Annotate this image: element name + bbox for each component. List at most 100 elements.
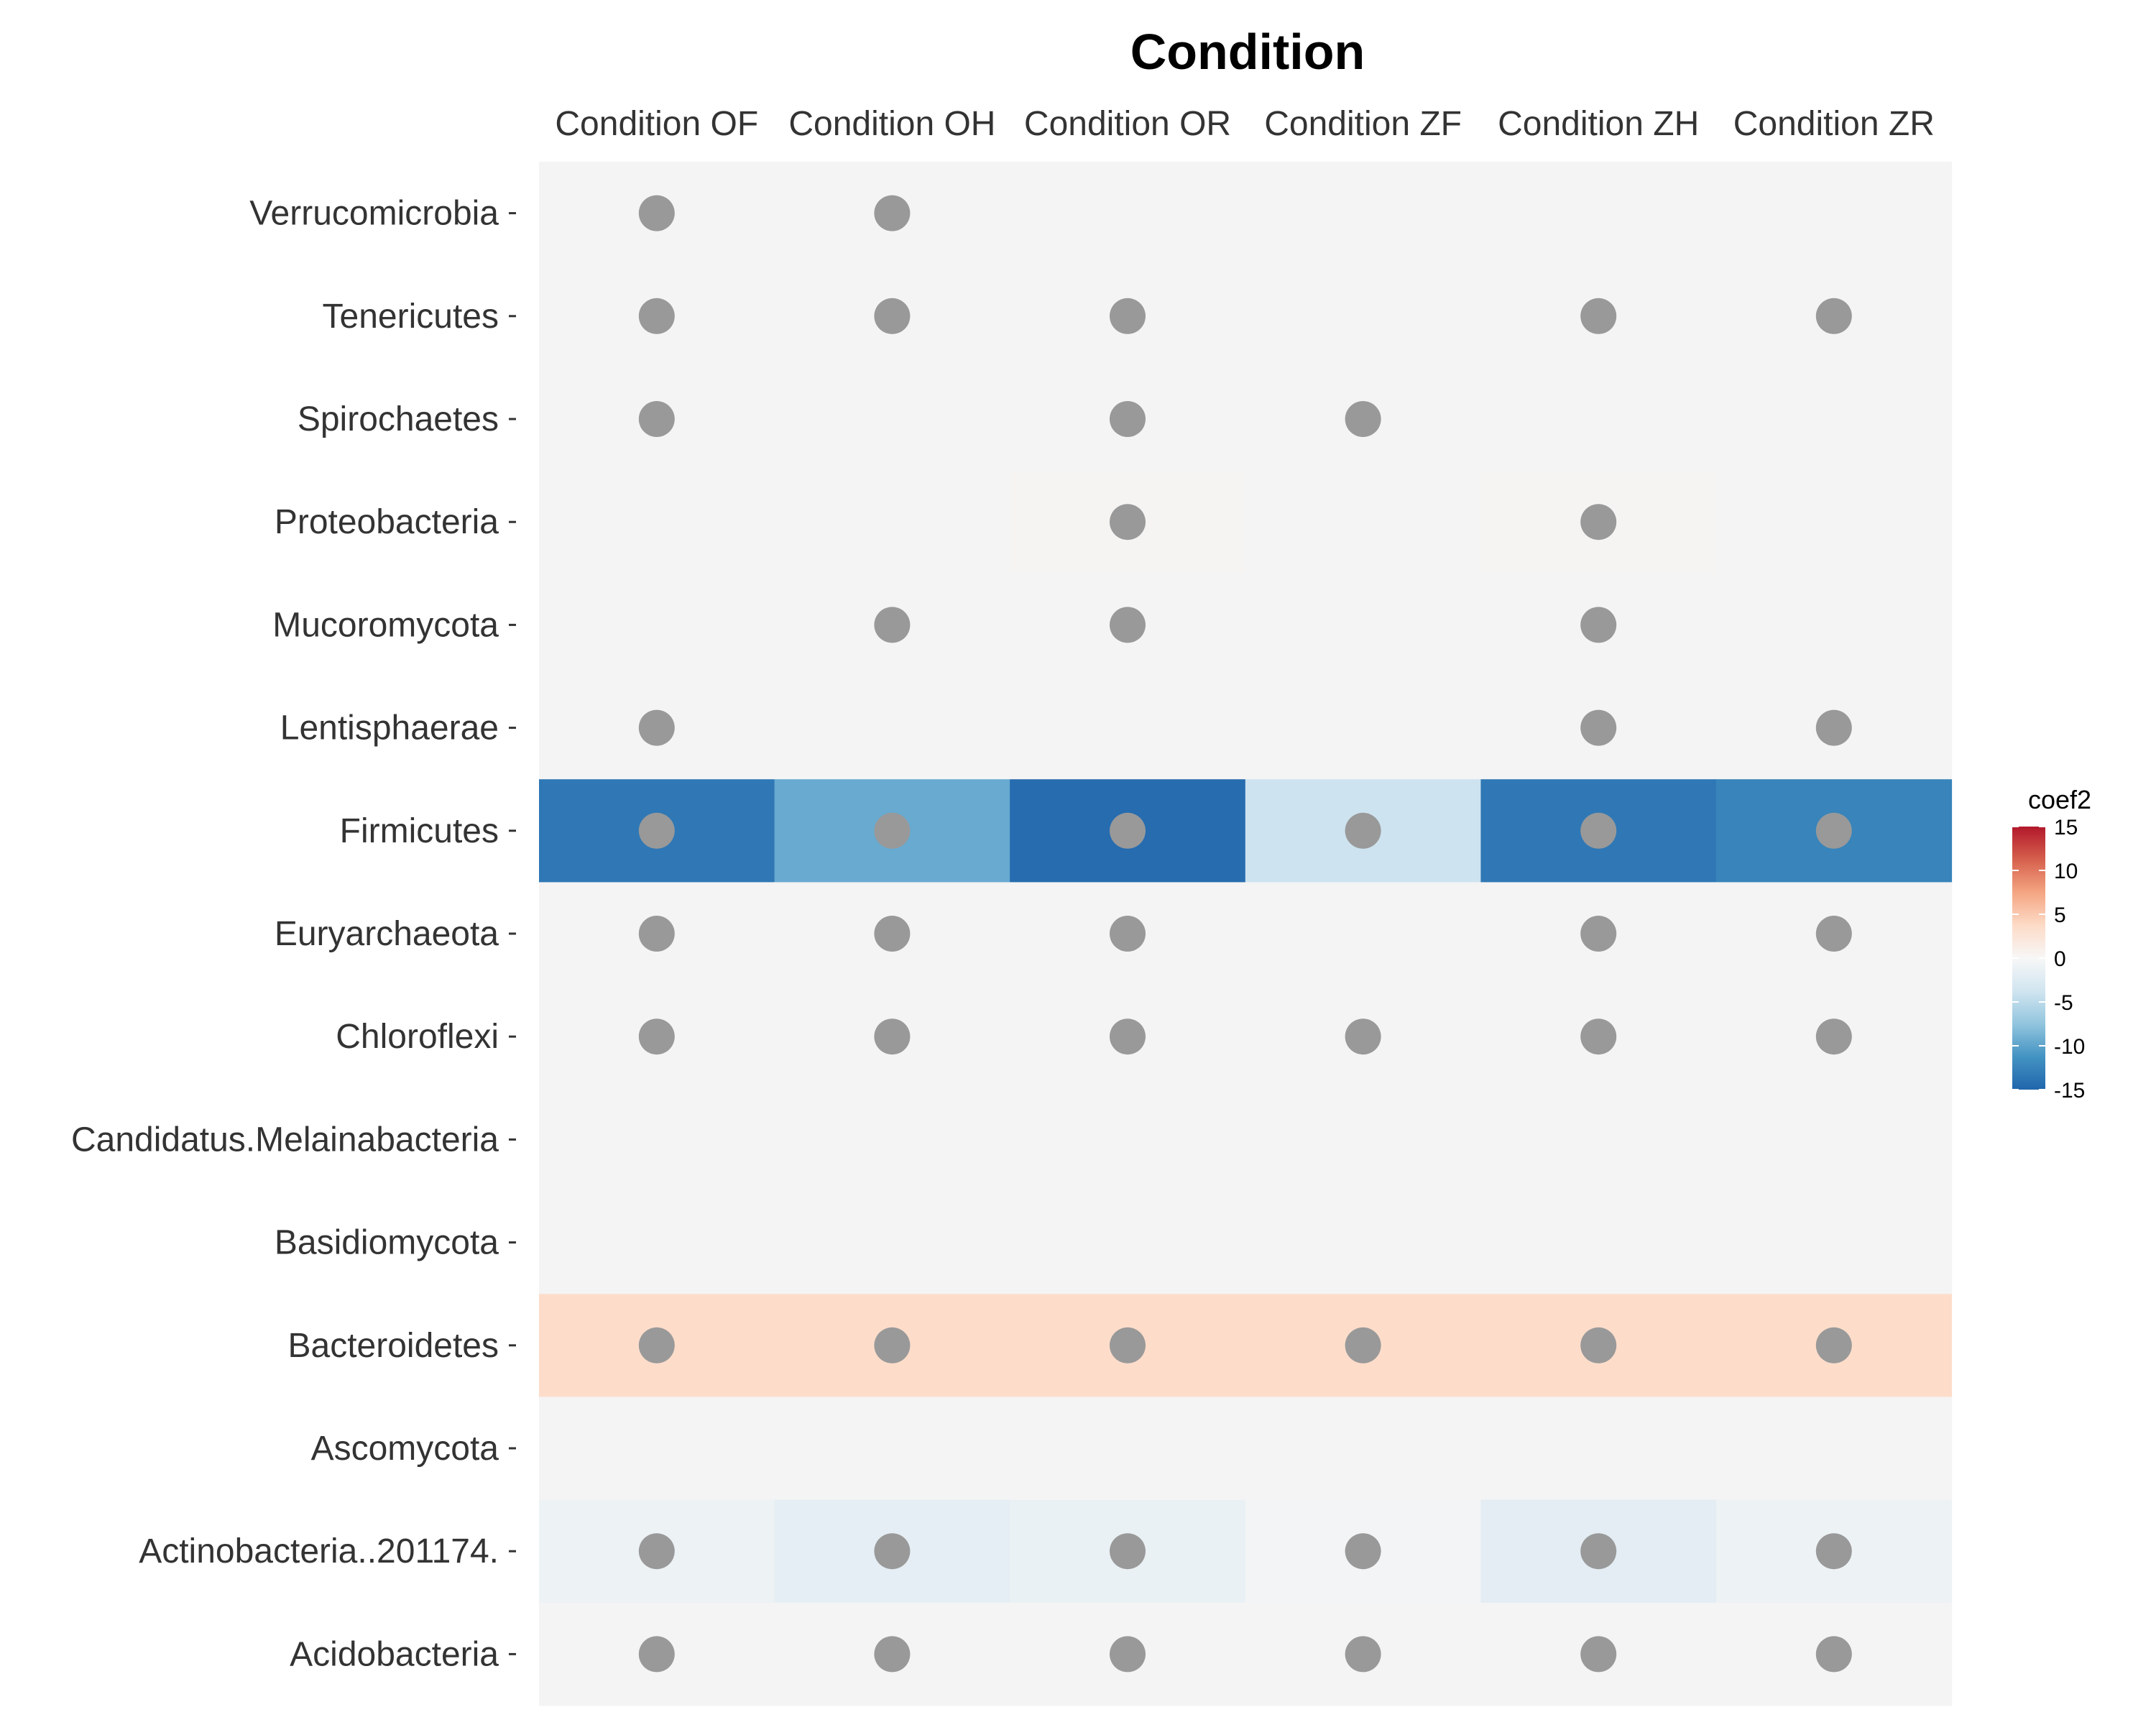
heatmap-cell xyxy=(1245,676,1481,780)
significance-dot xyxy=(1815,812,1852,849)
significance-dot xyxy=(1345,1018,1381,1055)
significance-dot xyxy=(1110,916,1146,952)
significance-dot xyxy=(874,812,911,849)
significance-dot xyxy=(638,1327,675,1363)
significance-dot xyxy=(1110,1636,1146,1673)
significance-dot xyxy=(874,1018,911,1055)
significance-dot xyxy=(638,812,675,849)
significance-dot xyxy=(1110,1327,1146,1363)
legend-tick-label: 10 xyxy=(2054,860,2078,883)
row-label: Candidatus.Melainabacteria xyxy=(71,1121,499,1159)
heatmap-cell xyxy=(539,1397,775,1501)
heatmap-cell xyxy=(1245,470,1481,574)
significance-dot xyxy=(874,1533,911,1570)
significance-dot xyxy=(1580,1327,1617,1363)
significance-dot xyxy=(1815,1327,1852,1363)
heatmap-cell xyxy=(1010,676,1246,780)
column-label: Condition OR xyxy=(1024,105,1231,143)
significance-dot xyxy=(638,401,675,437)
significance-dot xyxy=(1815,298,1852,334)
significance-dot xyxy=(1110,1018,1146,1055)
significance-dot xyxy=(1815,1018,1852,1055)
significance-dot xyxy=(874,607,911,643)
heatmap-cell xyxy=(1480,162,1717,265)
legend-tick-label: -15 xyxy=(2054,1079,2085,1103)
significance-dots xyxy=(638,195,1852,1673)
row-label: Bacteroidetes xyxy=(287,1327,499,1365)
column-label: Condition ZF xyxy=(1264,105,1462,143)
significance-dot xyxy=(1580,916,1617,952)
row-label: Mucoromycota xyxy=(272,606,499,644)
heatmap-cell xyxy=(1480,1087,1717,1192)
significance-dot xyxy=(1110,812,1146,849)
significance-dot xyxy=(1815,916,1852,952)
legend-tick-label: 0 xyxy=(2054,947,2066,971)
significance-dot xyxy=(638,1533,675,1570)
heatmap-cell xyxy=(774,470,1010,574)
heatmap-cell xyxy=(774,1191,1010,1294)
heatmap-cell xyxy=(1716,1191,1953,1294)
row-label: Acidobacteria xyxy=(290,1635,499,1673)
heatmap-cell xyxy=(774,1397,1010,1501)
significance-dot xyxy=(1580,607,1617,643)
legend-tick-label: 15 xyxy=(2054,816,2078,840)
significance-dot xyxy=(874,298,911,334)
heatmap-cell xyxy=(1716,162,1953,265)
significance-dot xyxy=(1110,607,1146,643)
heatmap-cell xyxy=(1245,573,1481,677)
row-label: Lentisphaerae xyxy=(280,709,499,748)
significance-dot xyxy=(1345,812,1381,849)
legend-tick-label: -5 xyxy=(2054,991,2073,1015)
row-label: Spirochaetes xyxy=(298,400,499,438)
heatmap-cell xyxy=(1245,1087,1481,1192)
heatmap-cell xyxy=(1716,1397,1953,1501)
significance-dot xyxy=(638,1636,675,1673)
column-label: Condition OF xyxy=(555,105,758,143)
significance-dot xyxy=(1345,1636,1381,1673)
significance-dot xyxy=(1580,1533,1617,1570)
row-label: Firmicutes xyxy=(340,812,499,850)
heatmap-cell xyxy=(539,470,775,574)
legend-tick-label: 5 xyxy=(2054,903,2066,927)
significance-dot xyxy=(638,195,675,231)
heatmap-cell xyxy=(774,367,1010,472)
significance-dot xyxy=(1815,1533,1852,1570)
heatmap-cell xyxy=(774,676,1010,780)
significance-dot xyxy=(1580,709,1617,746)
heatmap-cell xyxy=(1010,1087,1246,1192)
significance-dot xyxy=(1110,504,1146,540)
heatmap-cell xyxy=(1010,162,1246,265)
heatmap-cell xyxy=(1716,1087,1953,1192)
significance-dot xyxy=(1580,1636,1617,1673)
legend-tick-label: -10 xyxy=(2054,1035,2085,1059)
column-label: Condition ZH xyxy=(1498,105,1699,143)
row-label: Tenericutes xyxy=(323,298,499,336)
heatmap-cell xyxy=(1480,1397,1717,1501)
significance-dot xyxy=(1110,401,1146,437)
row-label: Basidiomycota xyxy=(275,1224,499,1262)
heatmap-cell xyxy=(539,573,775,677)
significance-dot xyxy=(874,195,911,231)
significance-dot xyxy=(1580,812,1617,849)
significance-dot xyxy=(874,916,911,952)
significance-dot xyxy=(1110,298,1146,334)
heatmap-cell xyxy=(1245,264,1481,368)
significance-dot xyxy=(1580,504,1617,540)
heatmap-cell xyxy=(1716,573,1953,677)
significance-dot xyxy=(638,916,675,952)
heatmap-cells xyxy=(539,162,1953,1706)
significance-dot xyxy=(1815,709,1852,746)
significance-dot xyxy=(1345,401,1381,437)
significance-dot xyxy=(874,1636,911,1673)
legend-ticks: 15 10 5 0 -5 -10 -15 xyxy=(2012,816,2085,1103)
heatmap-cell xyxy=(1010,1191,1246,1294)
heatmap-cell xyxy=(1480,1191,1717,1294)
legend-title: coef2 xyxy=(2028,785,2091,814)
row-labels: Verrucomicrobia Tenericutes Spirochaetes Pr… xyxy=(71,195,516,1673)
row-label: Ascomycota xyxy=(311,1430,499,1468)
row-label: Euryarchaeota xyxy=(275,915,499,953)
significance-dot xyxy=(1580,1018,1617,1055)
significance-dot xyxy=(638,709,675,746)
heatmap-cell xyxy=(1245,882,1481,986)
significance-dot xyxy=(638,298,675,334)
